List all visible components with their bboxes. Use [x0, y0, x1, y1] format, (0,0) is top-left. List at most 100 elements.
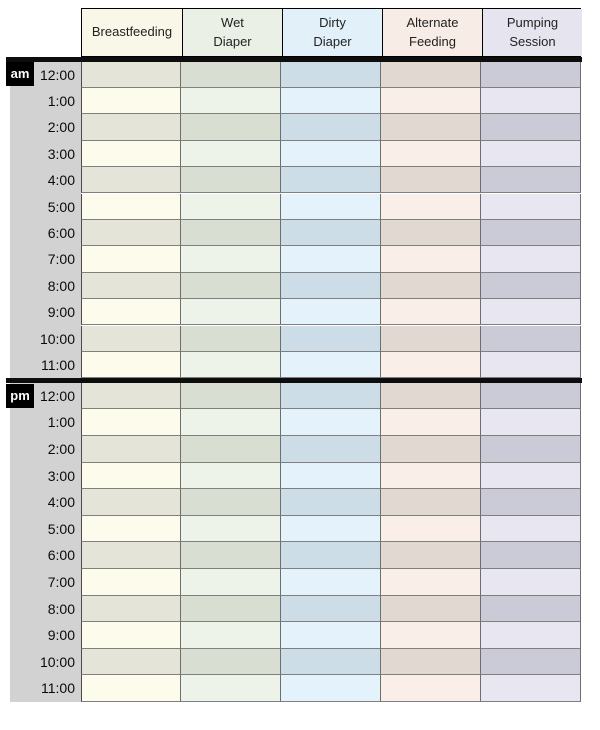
hour-cell[interactable] — [281, 193, 381, 220]
hour-cell[interactable] — [481, 299, 581, 326]
hour-cell[interactable] — [81, 675, 181, 702]
hour-cell[interactable] — [181, 569, 281, 596]
hour-cell[interactable] — [281, 648, 381, 676]
hour-cell[interactable] — [381, 462, 481, 490]
hour-cell[interactable] — [381, 595, 481, 623]
hour-cell[interactable] — [281, 462, 381, 490]
hour-cell[interactable] — [381, 272, 481, 300]
hour-cell[interactable] — [281, 272, 381, 300]
hour-cell[interactable] — [81, 462, 181, 490]
hour-cell[interactable] — [181, 409, 281, 436]
hour-cell[interactable] — [281, 61, 381, 88]
hour-cell[interactable] — [81, 436, 181, 463]
hour-cell[interactable] — [181, 167, 281, 194]
hour-cell[interactable] — [181, 114, 281, 141]
hour-cell[interactable] — [481, 462, 581, 490]
hour-cell[interactable] — [181, 219, 281, 247]
hour-cell[interactable] — [381, 675, 481, 702]
hour-cell[interactable] — [181, 436, 281, 463]
hour-cell[interactable] — [381, 409, 481, 436]
hour-cell[interactable] — [81, 246, 181, 273]
hour-cell[interactable] — [281, 675, 381, 702]
hour-cell[interactable] — [481, 325, 581, 352]
hour-cell[interactable] — [381, 299, 481, 326]
hour-cell[interactable] — [181, 515, 281, 543]
hour-cell[interactable] — [481, 219, 581, 247]
hour-cell[interactable] — [81, 351, 181, 379]
hour-cell[interactable] — [181, 299, 281, 326]
hour-cell[interactable] — [181, 351, 281, 379]
hour-cell[interactable] — [181, 648, 281, 676]
hour-cell[interactable] — [481, 569, 581, 596]
hour-cell[interactable] — [481, 246, 581, 273]
hour-cell[interactable] — [381, 648, 481, 676]
hour-cell[interactable] — [81, 167, 181, 194]
hour-cell[interactable] — [81, 299, 181, 326]
hour-cell[interactable] — [481, 489, 581, 516]
hour-cell[interactable] — [381, 246, 481, 273]
hour-cell[interactable] — [281, 246, 381, 273]
hour-cell[interactable] — [281, 114, 381, 141]
hour-cell[interactable] — [181, 140, 281, 168]
hour-cell[interactable] — [481, 595, 581, 623]
hour-cell[interactable] — [481, 409, 581, 436]
hour-cell[interactable] — [281, 542, 381, 569]
hour-cell[interactable] — [381, 622, 481, 649]
hour-cell[interactable] — [481, 515, 581, 543]
hour-cell[interactable] — [281, 409, 381, 436]
hour-cell[interactable] — [281, 622, 381, 649]
hour-cell[interactable] — [81, 542, 181, 569]
hour-cell[interactable] — [481, 351, 581, 379]
hour-cell[interactable] — [381, 489, 481, 516]
hour-cell[interactable] — [481, 140, 581, 168]
hour-cell[interactable] — [81, 114, 181, 141]
hour-cell[interactable] — [381, 569, 481, 596]
hour-cell[interactable] — [81, 622, 181, 649]
hour-cell[interactable] — [181, 382, 281, 410]
hour-cell[interactable] — [81, 515, 181, 543]
hour-cell[interactable] — [281, 489, 381, 516]
hour-cell[interactable] — [81, 61, 181, 88]
hour-cell[interactable] — [481, 87, 581, 115]
hour-cell[interactable] — [481, 114, 581, 141]
hour-cell[interactable] — [381, 140, 481, 168]
hour-cell[interactable] — [281, 167, 381, 194]
hour-cell[interactable] — [481, 622, 581, 649]
hour-cell[interactable] — [181, 246, 281, 273]
hour-cell[interactable] — [281, 87, 381, 115]
hour-cell[interactable] — [281, 515, 381, 543]
hour-cell[interactable] — [281, 382, 381, 410]
hour-cell[interactable] — [181, 462, 281, 490]
hour-cell[interactable] — [181, 61, 281, 88]
hour-cell[interactable] — [81, 382, 181, 410]
hour-cell[interactable] — [281, 351, 381, 379]
hour-cell[interactable] — [81, 219, 181, 247]
hour-cell[interactable] — [381, 114, 481, 141]
hour-cell[interactable] — [281, 595, 381, 623]
hour-cell[interactable] — [381, 351, 481, 379]
hour-cell[interactable] — [281, 436, 381, 463]
hour-cell[interactable] — [181, 193, 281, 220]
hour-cell[interactable] — [81, 193, 181, 220]
hour-cell[interactable] — [381, 219, 481, 247]
hour-cell[interactable] — [381, 193, 481, 220]
hour-cell[interactable] — [181, 325, 281, 352]
hour-cell[interactable] — [81, 140, 181, 168]
hour-cell[interactable] — [181, 595, 281, 623]
hour-cell[interactable] — [181, 675, 281, 702]
hour-cell[interactable] — [481, 382, 581, 410]
hour-cell[interactable] — [281, 569, 381, 596]
hour-cell[interactable] — [381, 61, 481, 88]
hour-cell[interactable] — [281, 219, 381, 247]
hour-cell[interactable] — [281, 299, 381, 326]
hour-cell[interactable] — [381, 515, 481, 543]
hour-cell[interactable] — [481, 648, 581, 676]
hour-cell[interactable] — [481, 193, 581, 220]
hour-cell[interactable] — [181, 87, 281, 115]
hour-cell[interactable] — [181, 622, 281, 649]
hour-cell[interactable] — [381, 325, 481, 352]
hour-cell[interactable] — [381, 382, 481, 410]
hour-cell[interactable] — [281, 140, 381, 168]
hour-cell[interactable] — [381, 542, 481, 569]
hour-cell[interactable] — [381, 167, 481, 194]
